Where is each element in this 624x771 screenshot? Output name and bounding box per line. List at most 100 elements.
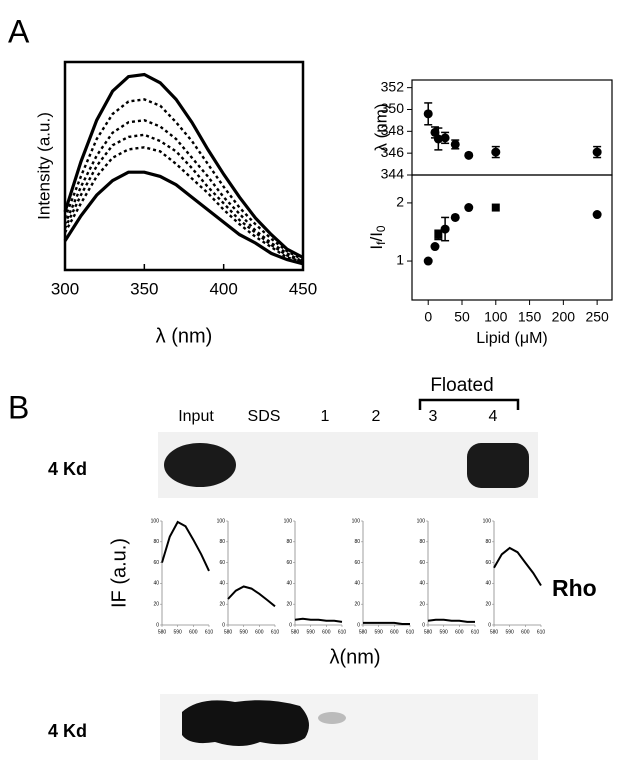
y-tick-label: 100 xyxy=(217,518,226,524)
gel-band xyxy=(164,443,236,487)
y-tick-label: 1 xyxy=(396,252,404,268)
y-tick-label: 352 xyxy=(381,78,405,94)
y-tick-label: 100 xyxy=(151,518,160,524)
y-tick-label: 60 xyxy=(286,560,292,566)
curve xyxy=(161,520,210,572)
y-tick-label: 100 xyxy=(483,518,492,524)
y-axis-label-part: I xyxy=(367,245,386,250)
x-tick-label: 610 xyxy=(537,629,546,635)
point xyxy=(423,256,433,266)
point xyxy=(464,203,474,213)
x-tick-label: 580 xyxy=(424,629,433,635)
x-tick-label: 300 xyxy=(51,279,79,298)
point xyxy=(491,203,500,212)
point xyxy=(440,133,450,143)
x-tick-label: 590 xyxy=(306,629,315,635)
y-tick-label: 80 xyxy=(354,539,360,545)
y-axis-label: IF (a.u.) xyxy=(108,538,130,608)
y-tick-label: 80 xyxy=(485,539,491,545)
y-tick-label: 0 xyxy=(289,622,292,628)
side-label: Rho xyxy=(552,575,597,601)
y-tick-label: 0 xyxy=(222,622,225,628)
x-tick-label: 600 xyxy=(322,629,331,635)
lane-label: 4 xyxy=(489,408,498,425)
curve xyxy=(493,546,542,587)
x-tick-label: 100 xyxy=(484,309,508,325)
x-axis-label: λ(nm) xyxy=(329,646,380,668)
y-tick-label: 40 xyxy=(153,581,159,587)
axis-line xyxy=(227,521,275,626)
x-tick-label: 600 xyxy=(255,629,264,635)
x-tick-label: 600 xyxy=(189,629,198,635)
y-tick-label: 20 xyxy=(286,602,292,608)
y-tick-label: 60 xyxy=(354,560,360,566)
y-axis-label-part: /I xyxy=(367,232,386,241)
y-tick-label: 0 xyxy=(422,622,425,628)
axis-line xyxy=(362,521,410,626)
axis-line xyxy=(294,521,342,626)
point xyxy=(434,230,443,239)
x-tick-label: 580 xyxy=(224,629,233,635)
y-tick-label: 40 xyxy=(219,581,225,587)
x-tick-label: 50 xyxy=(454,309,470,325)
x-tick-label: 450 xyxy=(289,279,317,298)
group-label: Floated xyxy=(430,375,493,396)
x-tick-label: 150 xyxy=(518,309,542,325)
lane-label: Input xyxy=(178,408,214,425)
y-axis-label-part: 0 xyxy=(374,225,388,232)
x-tick-label: 580 xyxy=(291,629,300,635)
point xyxy=(491,147,501,157)
x-tick-label: 580 xyxy=(490,629,499,635)
lane-label: 2 xyxy=(372,408,381,425)
curve xyxy=(63,133,304,263)
gel-band xyxy=(318,712,346,724)
x-tick-label: 610 xyxy=(471,629,480,635)
x-tick-label: 600 xyxy=(455,629,464,635)
y-tick-label: 20 xyxy=(485,602,491,608)
y-axis-label: Intensity (a.u.) xyxy=(34,112,53,220)
y-tick-label: 60 xyxy=(219,560,225,566)
y-tick-label: 348 xyxy=(381,122,405,138)
y-tick-label: 0 xyxy=(488,622,491,628)
point xyxy=(464,150,474,160)
point xyxy=(433,134,443,144)
x-tick-label: 600 xyxy=(390,629,399,635)
y-tick-label: 100 xyxy=(417,518,426,524)
plot-frame xyxy=(411,174,613,301)
x-tick-label: 610 xyxy=(338,629,347,635)
y-tick-label: 20 xyxy=(219,602,225,608)
curve xyxy=(427,618,475,623)
y-axis-label: λ (nm) xyxy=(371,103,390,151)
x-tick-label: 590 xyxy=(239,629,248,635)
gel-band xyxy=(182,700,309,746)
y-tick-label: 346 xyxy=(381,144,405,160)
y-tick-label: 0 xyxy=(357,622,360,628)
y-tick-label: 344 xyxy=(381,166,405,182)
y-tick-label: 80 xyxy=(286,539,292,545)
y-axis-label-part: f xyxy=(374,241,388,245)
x-tick-label: 600 xyxy=(521,629,530,635)
x-tick-label: 610 xyxy=(205,629,214,635)
curve xyxy=(63,98,304,261)
y-tick-label: 350 xyxy=(381,100,405,116)
x-tick-label: 590 xyxy=(439,629,448,635)
x-tick-label: 200 xyxy=(552,309,576,325)
x-tick-label: 350 xyxy=(130,279,158,298)
x-axis-label: λ (nm) xyxy=(156,325,213,347)
curve xyxy=(227,585,276,608)
y-tick-label: 100 xyxy=(284,518,293,524)
panel-label: A xyxy=(8,13,30,49)
y-tick-label: 0 xyxy=(156,622,159,628)
point xyxy=(450,212,460,222)
point xyxy=(430,242,440,252)
point xyxy=(423,109,433,119)
x-tick-label: 610 xyxy=(271,629,280,635)
x-tick-label: 0 xyxy=(424,309,432,325)
x-tick-label: 580 xyxy=(158,629,167,635)
y-tick-label: 80 xyxy=(153,539,159,545)
y-tick-label: 40 xyxy=(485,581,491,587)
lane-label: 1 xyxy=(321,408,330,425)
y-tick-label: 60 xyxy=(419,560,425,566)
lane-label: 3 xyxy=(429,408,438,425)
y-tick-label: 20 xyxy=(153,602,159,608)
